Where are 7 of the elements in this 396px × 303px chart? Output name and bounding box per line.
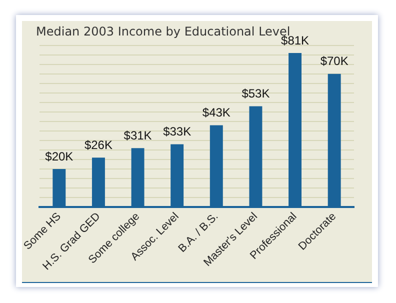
data-label: $20K [45, 149, 74, 164]
data-label: $70K [320, 54, 348, 68]
data-label: $31K [124, 128, 152, 142]
data-label: $53K [242, 86, 270, 101]
data-label: $26K [84, 138, 112, 152]
data-label: $43K [202, 106, 230, 120]
data-label: $33K [163, 124, 192, 139]
